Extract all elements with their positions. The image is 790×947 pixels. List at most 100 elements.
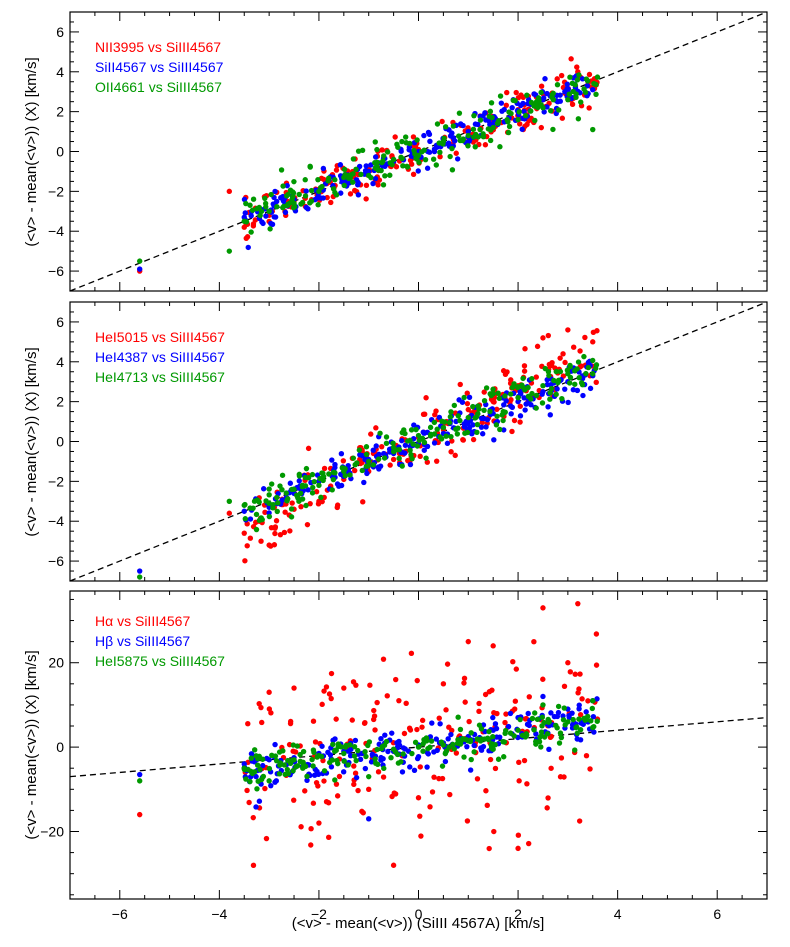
panel-1-series-1-point xyxy=(482,142,489,148)
panel-1-series-3-point xyxy=(226,248,233,254)
panel-3-series-1-point xyxy=(333,781,340,787)
panel-3-series-1-point xyxy=(515,845,521,852)
panel-1-legend: NII3995 vs SiIII4567 SiII4567 vs SiIII45… xyxy=(95,39,224,95)
panel-1-series-1-point xyxy=(569,101,576,108)
panel-1-series-2-point xyxy=(445,140,452,146)
panel-3-series-2-point xyxy=(347,753,354,759)
panel-1-y-tick-label: 4 xyxy=(56,64,64,80)
panel-2-series-2-point xyxy=(407,461,414,468)
panel-1-series-1-point xyxy=(559,115,566,121)
panel-3-series-2-point xyxy=(505,723,512,730)
panel-3-series-3-point xyxy=(363,753,369,760)
panel-2-series-3-point xyxy=(288,514,295,520)
panel-2-series-1-point xyxy=(423,395,429,401)
panel-3-series-3-point xyxy=(421,736,427,743)
panel-2-series-3-point xyxy=(318,494,324,501)
panel-3-x-tick-label: 4 xyxy=(614,906,622,922)
panel-3-series-1-point xyxy=(374,699,380,706)
panel-1-series-2-point xyxy=(460,122,466,129)
panel-3-series-3-point xyxy=(534,716,541,722)
panel-2-series-3-point xyxy=(427,424,434,431)
panel-3-series-1-point xyxy=(516,778,522,784)
panel-3-series-1-point xyxy=(391,790,397,796)
panel-2-series-3-point xyxy=(390,440,396,446)
panel-3-series-1-point xyxy=(298,824,304,830)
panel-3-series-2-point xyxy=(325,749,331,756)
panel-3-series-1-point xyxy=(325,800,332,806)
panel-1-series-3-point xyxy=(262,195,268,202)
panel-3-series-3-point xyxy=(137,778,143,784)
panel-2-series-3-point xyxy=(347,472,353,478)
panel-2-series-1-point xyxy=(565,327,571,333)
panel-3-series-1-point xyxy=(427,804,433,810)
panel-2-series-3-point xyxy=(359,467,365,474)
panel-3-series-1-point xyxy=(371,707,377,714)
panel-2-series-1-point xyxy=(511,417,518,424)
panel-3-series-2-point xyxy=(357,756,364,763)
panel-3-x-tick-label: −6 xyxy=(112,906,128,922)
panel-3-series-1-point xyxy=(462,699,468,705)
panel-3-series-2-point xyxy=(400,745,407,751)
panel-3-series-2-point xyxy=(437,721,443,727)
panel-2-series-1-point xyxy=(481,389,487,395)
panel-1-series-3-point xyxy=(372,139,378,145)
panel-2-series-2-point xyxy=(287,480,294,486)
panel-1-series-3-point xyxy=(528,99,535,106)
panel-3-series-2-point xyxy=(591,729,597,735)
panel-3-series-2-point xyxy=(319,743,325,749)
panel-3-series-3-point xyxy=(458,737,464,744)
panel-2-series-3-point xyxy=(547,390,553,396)
panel-1-series-3-point xyxy=(307,200,313,206)
panel-1-series-1-point xyxy=(379,147,385,153)
panel-3-series-3-point xyxy=(341,758,347,764)
panel-2-series-3-point xyxy=(363,463,370,469)
panel-1-series-2-point xyxy=(338,190,344,196)
panel-1-series-2-point xyxy=(370,180,376,187)
panel-3-series-2-point xyxy=(533,731,539,737)
panel-2-series-3-point xyxy=(269,481,275,487)
panel-2-series-2-point xyxy=(373,443,379,449)
panel-2-series-3-point xyxy=(487,408,493,415)
panel-1-series-2-point xyxy=(272,188,278,195)
panel-3-series-2-point xyxy=(548,710,554,716)
panel-3-series-3-point xyxy=(536,739,543,745)
panel-3-series-1-point xyxy=(489,687,495,693)
panel-2-series-3-point xyxy=(520,375,526,382)
panel-2-series-3-point xyxy=(253,511,260,518)
panel-2-series-2-point xyxy=(517,413,524,419)
panel-2-series-2-point xyxy=(478,415,485,422)
panel-2-series-1-point xyxy=(272,530,278,537)
panel-3-series-3-point xyxy=(351,753,358,759)
panel-1-series-2-point xyxy=(406,147,412,153)
panel-3-series-2-point xyxy=(478,745,484,751)
panel-2-series-3-point xyxy=(431,419,438,426)
panel-2-series-1-point xyxy=(491,399,497,405)
panel-1-series-3-point xyxy=(387,172,393,178)
panel-1-series-1-point xyxy=(408,161,415,167)
panel-3-series-3-point xyxy=(254,786,260,792)
panel-1-series-3-point xyxy=(315,202,321,208)
panel-3-series-1-point xyxy=(540,676,546,682)
panel-1-series-2-point xyxy=(284,182,290,189)
panel-1-series-3-point xyxy=(400,163,406,169)
panel-3-x-tick-label: −2 xyxy=(311,906,327,922)
panel-3-series-2-point xyxy=(583,709,589,715)
panel-3-series-2-point xyxy=(594,696,600,702)
panel-2-series-1-point xyxy=(424,459,431,465)
panel-3-series-1-point xyxy=(444,661,451,667)
panel-3-series-2-point xyxy=(576,706,582,712)
panel-2-y-tick-label: −6 xyxy=(48,553,64,569)
panel-3-xlabel: (<v> - mean(<v>)) (SiIII 4567A) [km/s] xyxy=(292,915,545,932)
panel-1-series-2-point xyxy=(531,91,537,97)
panel-2-series-3-point xyxy=(242,501,248,508)
panel-1-ylabel: (<v> - mean(<v>)) (X) [km/s] xyxy=(23,57,40,246)
panel-2-series-1-point xyxy=(449,438,455,444)
panel-1-series-3-point xyxy=(399,138,405,145)
panel-3-series-1-point xyxy=(440,681,447,687)
panel-1-series-2-point xyxy=(450,135,457,141)
panel-3-series-2-point xyxy=(448,731,454,738)
panel-2-series-3-point xyxy=(546,372,552,379)
panel-1-series-2-point xyxy=(372,154,379,160)
panel-3-series-3-point xyxy=(243,776,249,782)
